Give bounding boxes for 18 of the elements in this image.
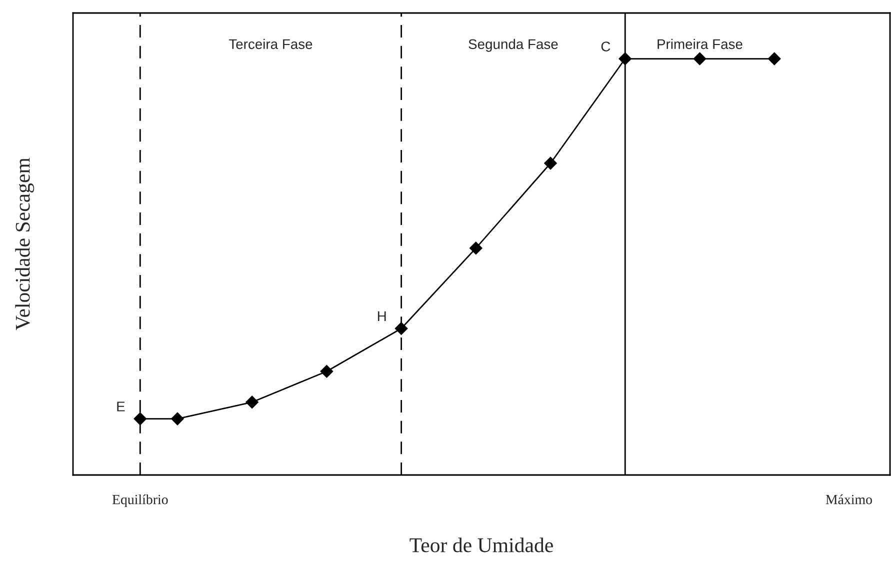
text: Terceira Fase	[228, 38, 312, 50]
point	[171, 412, 184, 426]
text: Segunda Fase	[468, 38, 558, 52]
point	[768, 52, 781, 66]
x-tick-label: Máximo	[826, 494, 872, 504]
point	[469, 242, 482, 255]
text: Primeira Fase	[658, 38, 742, 50]
point	[693, 52, 706, 66]
x-tick-label: Equilíbrio	[112, 494, 168, 508]
point	[544, 156, 557, 170]
text: C	[601, 42, 610, 52]
annotation: E	[117, 402, 125, 412]
annotation: H	[378, 311, 386, 321]
point	[134, 412, 147, 426]
y-axis-title: Velocidade Secagem	[15, 158, 34, 330]
point	[246, 396, 258, 409]
point	[320, 364, 334, 378]
x-axis-title: Teor de Umidade	[410, 538, 553, 552]
